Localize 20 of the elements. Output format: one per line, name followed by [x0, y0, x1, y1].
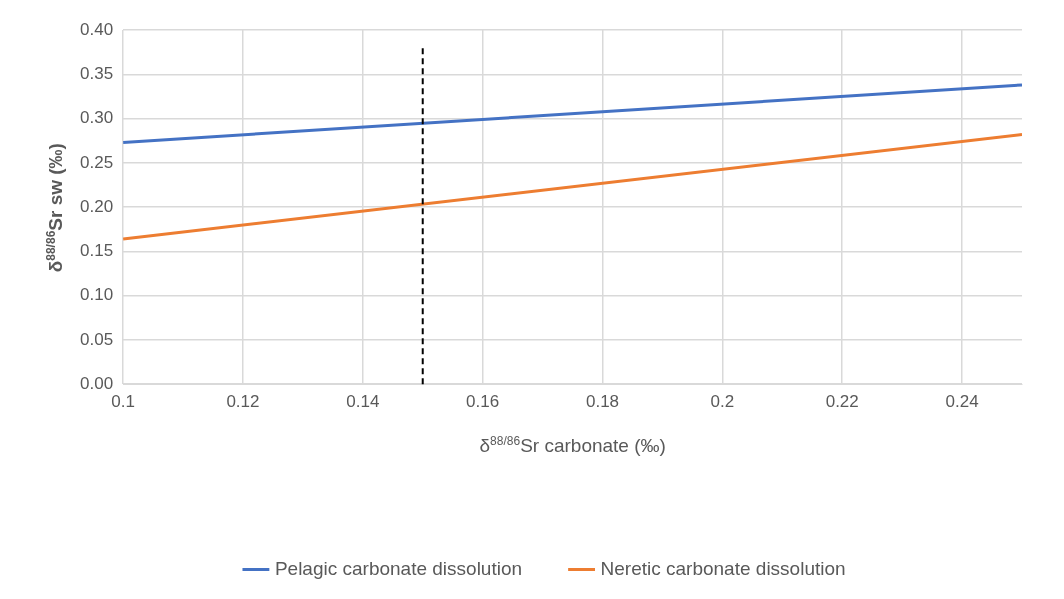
x-tick-label: 0.22: [825, 392, 859, 412]
y-tick-label: 0.30: [79, 108, 114, 128]
x-tick-label: 0.14: [346, 392, 380, 412]
y-tick-label: 0.25: [79, 152, 114, 172]
x-axis-title: δ$^{88/86}$Sr carbonate (‰): [479, 434, 666, 458]
x-tick-label: 0.12: [226, 392, 260, 412]
x-tick-label: 0.2: [710, 392, 735, 412]
legend-label: Pelagic carbonate dissolution: [274, 557, 523, 579]
y-tick-label: 0.15: [79, 241, 114, 261]
y-tick-label: 0.05: [79, 329, 114, 349]
y-tick-label: 0.10: [79, 285, 114, 305]
x-tick-label: 0.16: [466, 392, 500, 412]
y-tick-label: 0.00: [79, 373, 114, 393]
x-tick-label: 0.24: [945, 392, 979, 412]
x-tick-label: 0.18: [585, 392, 620, 412]
y-tick-label: 0.40: [79, 19, 114, 39]
legend-label: Neretic carbonate dissolution: [600, 557, 846, 579]
y-tick-label: 0.20: [79, 196, 114, 216]
y-tick-label: 0.35: [79, 63, 114, 83]
x-tick-label: 0.1: [111, 392, 135, 412]
